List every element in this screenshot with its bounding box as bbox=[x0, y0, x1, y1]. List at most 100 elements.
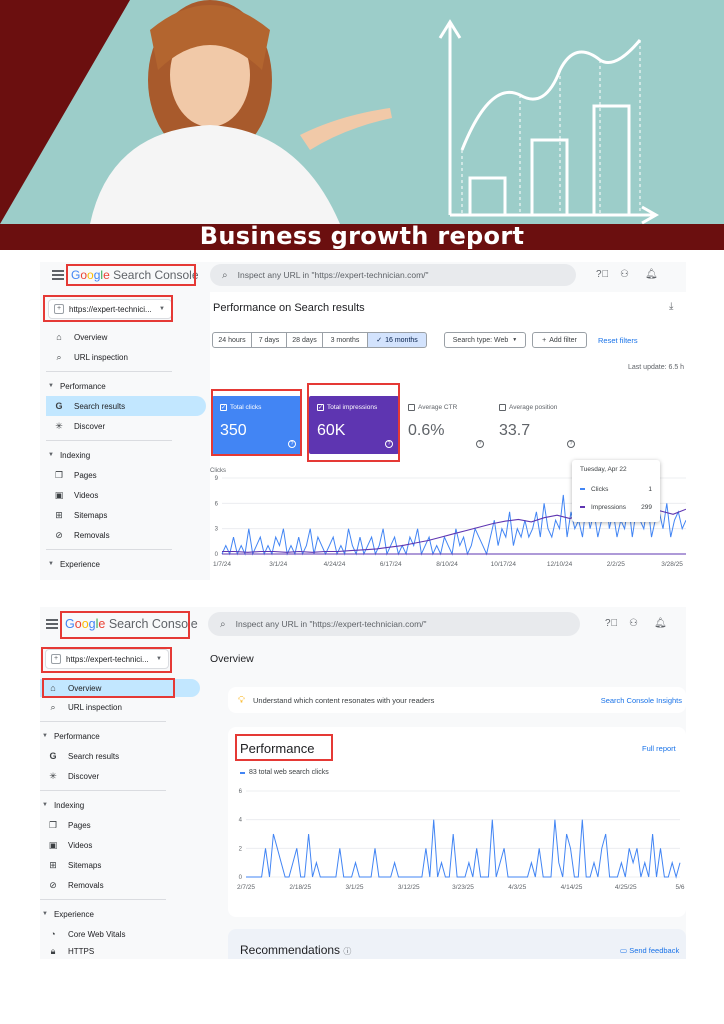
search-placeholder: Inspect any URL in "https://expert-techn… bbox=[237, 270, 429, 280]
help-icon[interactable]: ? bbox=[476, 440, 484, 448]
help-icon[interactable]: ? bbox=[288, 440, 296, 448]
help-icon[interactable]: ?⃝ bbox=[596, 269, 610, 280]
metric-total-clicks[interactable]: ✓ Total clicks 350 ? bbox=[212, 396, 302, 454]
sidebar-nav: ⌂ Overview ⌕ URL inspection ▼ Performance G… bbox=[46, 327, 206, 574]
nav-label: Discover bbox=[68, 771, 100, 781]
y-tick-label: 6 bbox=[215, 501, 219, 507]
search-icon: ⌕ bbox=[56, 351, 62, 362]
removals-icon: ⊘ bbox=[49, 879, 57, 890]
performance-title: Performance bbox=[240, 741, 315, 756]
help-icon[interactable]: ? bbox=[385, 440, 393, 448]
date-chip-7d[interactable]: 7 days bbox=[251, 332, 287, 348]
property-url: https://expert-technici... bbox=[66, 654, 149, 664]
nav-label: URL inspection bbox=[68, 702, 122, 712]
performance-chart[interactable]: 0 3 6 9 1/7/24 3/1/24 4/24/24 6/17/24 8/10/24 10/… bbox=[210, 462, 686, 580]
divider bbox=[46, 440, 172, 441]
sidebar-item-removals[interactable]: ⊘ Removals bbox=[46, 525, 206, 545]
property-selector[interactable]: + https://expert-technici... ▼ bbox=[48, 299, 172, 319]
section-experience[interactable]: ▼ Experience bbox=[46, 554, 206, 574]
section-indexing[interactable]: ▼ Indexing bbox=[40, 795, 200, 815]
y-tick-label: 2 bbox=[239, 846, 243, 852]
help-icon[interactable]: ?⃝ bbox=[605, 618, 619, 629]
date-chip-24h[interactable]: 24 hours bbox=[212, 332, 252, 348]
sidebar-item-videos[interactable]: ▣ Videos bbox=[40, 835, 200, 855]
x-tick-label: 8/10/24 bbox=[436, 561, 458, 568]
section-label: Performance bbox=[53, 731, 100, 741]
sidebar-item-overview[interactable]: ⌂ Overview bbox=[46, 327, 206, 347]
section-experience[interactable]: ▼ Experience bbox=[40, 904, 200, 924]
account-settings-icon[interactable]: ⚇ bbox=[620, 269, 629, 280]
section-label: Performance bbox=[59, 381, 106, 391]
sidebar-item-overview[interactable]: ⌂ Overview bbox=[40, 679, 200, 697]
reset-filters-link[interactable]: Reset filters bbox=[598, 336, 638, 345]
search-type-dropdown[interactable]: Search type: Web ▼ bbox=[444, 332, 526, 348]
sidebar-item-url-inspection[interactable]: ⌕ URL inspection bbox=[40, 697, 200, 717]
sidebar-item-videos[interactable]: ▣ Videos bbox=[46, 485, 206, 505]
sidebar-item-removals[interactable]: ⊘ Removals bbox=[40, 875, 200, 895]
sidebar: Google Search Console + https://expert-t… bbox=[40, 607, 208, 959]
nav-label: Search results bbox=[68, 751, 120, 761]
chevron-down-icon: ▼ bbox=[512, 337, 518, 343]
sidebar-item-sitemaps[interactable]: ⊞ Sitemaps bbox=[40, 855, 200, 875]
search-console-logo[interactable]: Google Search Console bbox=[71, 268, 199, 282]
section-indexing[interactable]: ▼ Indexing bbox=[46, 445, 206, 465]
sidebar-item-pages[interactable]: ❐ Pages bbox=[40, 815, 200, 835]
y-tick-label: 4 bbox=[239, 818, 243, 824]
send-feedback-link[interactable]: ▭ Send feedback bbox=[620, 946, 680, 955]
gauge-icon: ◔ bbox=[50, 929, 56, 939]
sidebar-item-pages[interactable]: ❐ Pages bbox=[46, 465, 206, 485]
section-performance[interactable]: ▼ Performance bbox=[40, 726, 200, 746]
download-icon[interactable]: ⤓ bbox=[669, 301, 674, 312]
metric-total-impressions[interactable]: ✓ Total impressions 60K ? bbox=[309, 396, 399, 454]
url-search-input[interactable]: ⌕ Inspect any URL in "https://expert-tec… bbox=[208, 612, 580, 636]
url-search-input[interactable]: ⌕ Inspect any URL in "https://expert-tec… bbox=[210, 264, 576, 286]
sidebar-item-discover[interactable]: ✳ Discover bbox=[46, 416, 206, 436]
account-settings-icon[interactable]: ⚇ bbox=[629, 618, 638, 629]
sidebar-item-search-results[interactable]: G Search results bbox=[46, 396, 206, 416]
performance-card: Performance Full report 83 total web sea… bbox=[228, 727, 686, 917]
menu-icon[interactable] bbox=[46, 619, 58, 629]
performance-screenshot: Google Search Console + https://expert-t… bbox=[40, 262, 686, 580]
date-chip-3m[interactable]: 3 months bbox=[322, 332, 368, 348]
section-performance[interactable]: ▼ Performance bbox=[46, 376, 206, 396]
x-tick-label: 2/18/25 bbox=[289, 884, 311, 891]
overview-chart[interactable]: 0 2 4 6 2/7/25 2/18/25 3/1/25 3/12/25 3/23/25 4/3… bbox=[228, 781, 686, 897]
x-tick-label: 4/3/25 bbox=[508, 884, 526, 891]
sidebar-item-search-results[interactable]: G Search results bbox=[40, 746, 200, 766]
sidebar-item-discover[interactable]: ✳ Discover bbox=[40, 766, 200, 786]
bell-icon[interactable]: 🔔︎ bbox=[645, 269, 658, 280]
nav-label: Discover bbox=[74, 421, 106, 431]
legend-swatch bbox=[240, 771, 245, 774]
y-tick-label: 0 bbox=[215, 552, 219, 558]
product-name: Search Console bbox=[113, 268, 199, 282]
menu-icon[interactable] bbox=[52, 270, 64, 280]
x-tick-label: 4/25/25 bbox=[615, 884, 637, 891]
add-filter-button[interactable]: + Add filter bbox=[532, 332, 587, 348]
sidebar-item-core-web-vitals[interactable]: ◔ Core Web Vitals bbox=[40, 924, 200, 944]
nav-label: Removals bbox=[68, 880, 104, 890]
sidebar-item-sitemaps[interactable]: ⊞ Sitemaps bbox=[46, 505, 206, 525]
nav-label: Pages bbox=[74, 470, 97, 480]
search-type-label: Search type: Web bbox=[452, 336, 509, 344]
date-chip-16m[interactable]: ✓ 16 months bbox=[367, 332, 427, 348]
chart-tooltip: Tuesday, Apr 22 Clicks 1 Impressions 299 bbox=[572, 460, 660, 522]
property-selector[interactable]: + https://expert-technici... ▼ bbox=[45, 649, 169, 669]
video-icon: ▣ bbox=[54, 489, 64, 500]
help-icon[interactable]: ⓘ bbox=[343, 947, 352, 956]
google-g-icon: G bbox=[49, 751, 57, 761]
metric-value: 0.6% bbox=[408, 422, 445, 439]
bell-icon[interactable]: 🔔︎ bbox=[654, 618, 667, 629]
collapse-arrow-icon: ▼ bbox=[42, 802, 48, 808]
metric-average-position[interactable]: Average position 33.7 ? bbox=[491, 396, 581, 454]
help-icon[interactable]: ? bbox=[567, 440, 575, 448]
nav-label: Search results bbox=[74, 401, 126, 411]
sidebar-item-https[interactable]: 🔒︎ HTTPS bbox=[40, 944, 200, 958]
metric-average-ctr[interactable]: Average CTR 0.6% ? bbox=[400, 396, 490, 454]
sidebar-item-url-inspection[interactable]: ⌕ URL inspection bbox=[46, 347, 206, 367]
full-report-link[interactable]: Full report bbox=[642, 744, 676, 753]
search-console-logo[interactable]: Google Search Console bbox=[65, 617, 198, 631]
metric-label: Average CTR bbox=[408, 404, 457, 411]
date-chip-28d[interactable]: 28 days bbox=[286, 332, 323, 348]
search-console-insights-link[interactable]: Search Console Insights bbox=[600, 695, 682, 705]
page-title: Performance on Search results bbox=[213, 302, 365, 314]
